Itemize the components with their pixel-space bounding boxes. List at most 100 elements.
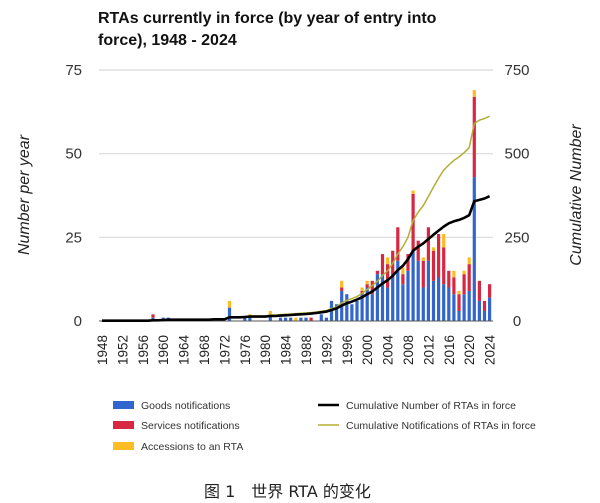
bar-services-notifications1989 xyxy=(309,317,313,321)
bar-services-notifications2020 xyxy=(467,264,471,291)
bar-services-notifications2001 xyxy=(370,280,374,295)
bar-services-notifications2010 xyxy=(416,240,420,261)
legend-swatch xyxy=(113,421,134,429)
chart-title-line1: RTAs currently in force (by year of entr… xyxy=(98,10,437,27)
bar-goods-notifications2014 xyxy=(437,277,441,321)
bar-services-notifications2021 xyxy=(472,96,476,178)
bar-services-notifications2016 xyxy=(447,270,451,288)
bar-accessions-to-an-rta2013 xyxy=(431,247,436,251)
bar-accessions-to-an-rta1981 xyxy=(268,310,272,315)
bar-services-notifications2004 xyxy=(386,264,390,288)
line-cumulative-number-of-rtas-in-force xyxy=(102,195,491,323)
bar-goods-notifications2016 xyxy=(447,287,451,321)
right-tick-label: 500 xyxy=(504,146,529,163)
bar-goods-notifications2024 xyxy=(488,297,492,321)
x-tick-label: 2008 xyxy=(401,335,416,365)
bar-services-notifications2014 xyxy=(437,233,441,278)
bar-services-notifications2000 xyxy=(365,284,369,288)
left-tick-label: 75 xyxy=(65,62,82,79)
x-tick-label: 2024 xyxy=(483,335,498,366)
bar-services-notifications2024 xyxy=(488,284,492,298)
bar-goods-notifications1998 xyxy=(355,300,359,321)
left-tick-label: 50 xyxy=(65,146,82,163)
right-tick-label: 250 xyxy=(504,229,529,246)
bar-goods-notifications2012 xyxy=(426,260,430,321)
bar-accessions-to-an-rta2004 xyxy=(386,257,390,265)
x-tick-label: 1976 xyxy=(238,335,253,365)
bar-goods-notifications2007 xyxy=(401,284,405,321)
bar-services-notifications2006 xyxy=(396,227,400,261)
bar-goods-notifications1992 xyxy=(324,317,328,321)
legend-label: Services notifications xyxy=(141,420,240,432)
bar-goods-notifications2003 xyxy=(380,274,385,321)
left-axis-label: Number per year xyxy=(16,134,33,255)
bar-goods-notifications1985 xyxy=(289,317,293,321)
bar-services-notifications2022 xyxy=(477,280,481,301)
left-tick-label: 0 xyxy=(74,313,82,330)
bar-services-notifications2023 xyxy=(482,300,487,311)
bar-goods-notifications2015 xyxy=(442,284,446,321)
bar-goods-notifications2004 xyxy=(386,287,390,321)
bar-services-notifications2008 xyxy=(406,254,410,271)
bar-goods-notifications1984 xyxy=(284,317,288,321)
bar-accessions-to-an-rta1973 xyxy=(227,300,232,308)
x-tick-label: 1992 xyxy=(319,335,334,365)
left-axis-ticks: 0 25 50 75 xyxy=(65,62,82,330)
bar-accessions-to-an-rta2021 xyxy=(472,90,476,97)
bar-goods-notifications2022 xyxy=(477,300,481,321)
gridlines xyxy=(99,69,493,238)
bar-services-notifications1995 xyxy=(340,287,344,291)
bar-goods-notifications2000 xyxy=(365,287,369,321)
bar-services-notifications2011 xyxy=(421,260,425,288)
right-axis-label: Cumulative Number xyxy=(568,124,585,266)
bar-goods-notifications2009 xyxy=(411,250,415,321)
legend-label: Accessions to an RTA xyxy=(141,441,243,453)
x-tick-label: 1964 xyxy=(177,335,192,366)
x-tick-label: 2012 xyxy=(421,335,436,365)
x-tick-label: 1960 xyxy=(156,335,171,365)
bar-accessions-to-an-rta2020 xyxy=(467,257,471,265)
bar-goods-notifications2013 xyxy=(431,280,436,321)
x-tick-label: 1956 xyxy=(136,335,151,365)
bar-accessions-to-an-rta2007 xyxy=(401,267,405,275)
x-tick-label: 2000 xyxy=(360,335,375,365)
bar-services-notifications2002 xyxy=(375,270,379,275)
bar-goods-notifications2005 xyxy=(391,277,395,321)
x-tick-label: 2020 xyxy=(462,335,477,365)
right-tick-label: 0 xyxy=(513,313,521,330)
right-tick-label: 750 xyxy=(504,62,529,79)
left-tick-label: 25 xyxy=(65,229,82,246)
bar-accessions-to-an-rta1986 xyxy=(294,317,298,321)
right-axis-ticks: 0 250 500 750 xyxy=(504,62,529,330)
bar-goods-notifications1981 xyxy=(268,314,272,321)
legend-label: Cumulative Number of RTAs in force xyxy=(346,400,516,412)
bar-goods-notifications1994 xyxy=(335,304,339,321)
bar-goods-notifications2006 xyxy=(396,260,400,321)
x-tick-label: 1984 xyxy=(279,335,294,366)
bar-goods-notifications2010 xyxy=(416,260,420,321)
bar-goods-notifications2008 xyxy=(406,270,410,321)
figure-caption: 图 1 世界 RTA 的变化 xyxy=(204,482,371,501)
bar-goods-notifications2023 xyxy=(482,310,487,321)
legend-label: Cumulative Notifications of RTAs in forc… xyxy=(346,420,536,432)
bar-goods-notifications1991 xyxy=(319,314,323,321)
bar-services-notifications2007 xyxy=(401,274,405,285)
bar-goods-notifications2018 xyxy=(457,310,461,321)
chart-title-line2: force), 1948 - 2024 xyxy=(98,32,237,49)
bar-services-notifications2017 xyxy=(452,277,456,295)
bar-goods-notifications1999 xyxy=(360,294,364,321)
x-tick-label: 2004 xyxy=(381,335,396,366)
bar-goods-notifications2001 xyxy=(370,294,374,321)
bar-goods-notifications2017 xyxy=(452,294,456,321)
bar-goods-notifications1983 xyxy=(278,317,283,321)
bar-goods-notifications1987 xyxy=(299,317,303,321)
bar-services-notifications2013 xyxy=(431,250,436,281)
legend: Goods notifications Services notification… xyxy=(113,400,536,453)
bar-accessions-to-an-rta2011 xyxy=(421,257,425,261)
bar-goods-notifications2011 xyxy=(421,287,425,321)
line-cumulative-notifications-of-rtas-in-force xyxy=(102,115,490,322)
bar-goods-notifications1988 xyxy=(304,317,308,321)
x-tick-label: 1948 xyxy=(95,335,110,365)
bar-goods-notifications2021 xyxy=(472,177,476,321)
